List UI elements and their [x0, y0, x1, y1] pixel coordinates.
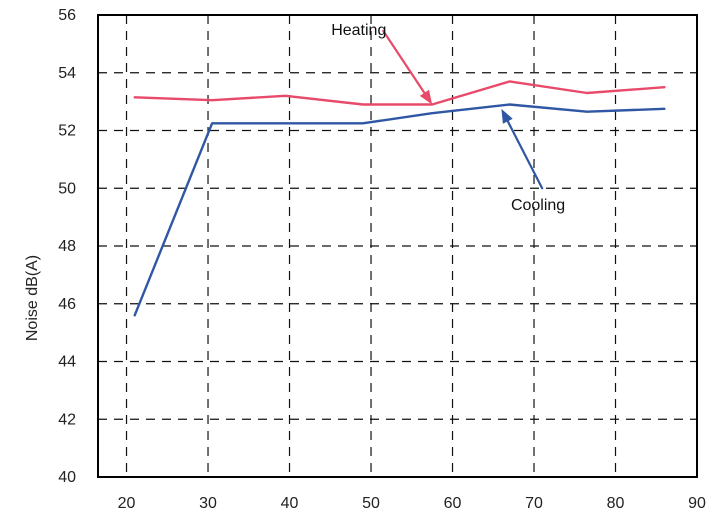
y-tick-label-52: 52	[58, 123, 76, 140]
y-tick-label-54: 54	[58, 65, 76, 82]
y-axis-title: Noise dB(A)	[24, 255, 41, 341]
x-tick-label-50: 50	[362, 495, 380, 512]
y-tick-label-48: 48	[58, 238, 76, 255]
y-tick-label-56: 56	[58, 7, 76, 24]
series-line-cooling	[133, 103, 666, 317]
y-tick-label-46: 46	[58, 296, 76, 313]
y-tick-label-40: 40	[58, 469, 76, 486]
series-line-heating	[133, 80, 666, 106]
annotations: Heating Cooling	[331, 22, 565, 214]
annotation-arrowhead-cooling	[501, 108, 513, 124]
plot-area-background	[98, 15, 697, 477]
x-tick-label-90: 90	[688, 495, 706, 512]
annotation-arrowhead-heating	[419, 89, 433, 105]
annotation-label-cooling: Cooling	[511, 197, 565, 214]
x-tick-label-30: 30	[199, 495, 217, 512]
grid-lines	[98, 15, 697, 477]
x-tick-label-20: 20	[118, 495, 136, 512]
y-tick-label-42: 42	[58, 411, 76, 428]
annotation-label-heating: Heating	[331, 22, 386, 39]
annotation-arrow-cooling	[506, 120, 544, 190]
tick-labels: 20 30 40 50 60 70 80 90 40 42 44 46 48 50 52 54 56	[58, 7, 706, 512]
x-tick-label-40: 40	[281, 495, 299, 512]
series-lines	[133, 80, 666, 317]
x-tick-label-80: 80	[607, 495, 625, 512]
plot-area-frame	[97, 14, 698, 478]
annotation-arrow-heating	[382, 29, 426, 94]
x-tick-label-70: 70	[525, 495, 543, 512]
x-tick-label-60: 60	[444, 495, 462, 512]
y-tick-label-44: 44	[58, 354, 76, 371]
y-tick-label-50: 50	[58, 180, 76, 197]
